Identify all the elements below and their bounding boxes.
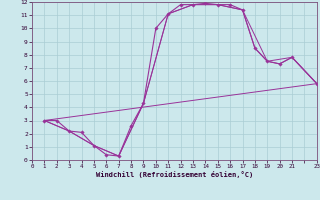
X-axis label: Windchill (Refroidissement éolien,°C): Windchill (Refroidissement éolien,°C) [96,171,253,178]
